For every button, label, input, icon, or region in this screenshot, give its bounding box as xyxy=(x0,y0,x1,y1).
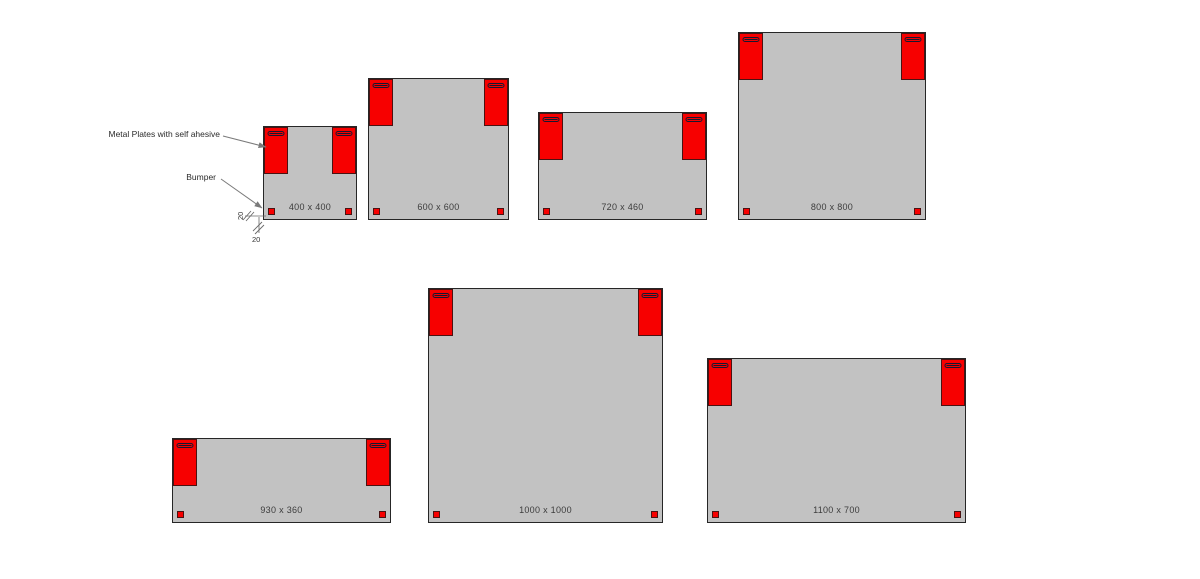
plate-slot-icon xyxy=(711,363,729,368)
plate-slot-icon xyxy=(176,443,194,448)
dim-label-vertical: 20 xyxy=(236,212,245,220)
panel-600x600: 600 x 600 xyxy=(368,78,509,220)
panel-size-label: 1100 x 700 xyxy=(813,505,860,515)
panel-400x400: 400 x 400 xyxy=(263,126,357,220)
dim-tick-marks xyxy=(252,221,265,235)
metal-plate-icon xyxy=(941,359,965,406)
panel-size-label: 720 x 460 xyxy=(601,202,644,212)
plate-slot-icon xyxy=(685,117,703,122)
metal-plate-icon xyxy=(484,79,508,126)
panel-size-label: 800 x 800 xyxy=(810,202,854,212)
metal-plate-icon xyxy=(429,289,453,336)
plate-slot-icon xyxy=(641,293,659,298)
panel-800x800: 800 x 800 xyxy=(738,32,926,220)
metal-plates-leader-line xyxy=(222,135,267,149)
bumper-callout-label: Bumper xyxy=(186,172,216,182)
bumper-icon xyxy=(914,208,921,215)
bumper-icon xyxy=(433,511,440,518)
plate-slot-icon xyxy=(372,83,390,88)
plate-slot-icon xyxy=(742,37,760,42)
panel-1000x1000: 1000 x 1000 xyxy=(428,288,663,523)
bumper-icon xyxy=(712,511,719,518)
panel-size-label: 1000 x 1000 xyxy=(519,505,572,515)
panel-size-label: 600 x 600 xyxy=(417,202,460,212)
panel-930x360: 930 x 360 xyxy=(172,438,391,523)
metal-plate-icon xyxy=(539,113,563,160)
bumper-icon xyxy=(379,511,386,518)
plate-slot-icon xyxy=(487,83,505,88)
metal-plate-icon xyxy=(369,79,393,126)
plate-slot-icon xyxy=(904,37,922,42)
bumper-icon xyxy=(345,208,352,215)
metal-plate-icon xyxy=(708,359,732,406)
panel-720x460: 720 x 460 xyxy=(538,112,707,220)
metal-plate-icon xyxy=(173,439,197,486)
metal-plate-icon xyxy=(682,113,706,160)
metal-plate-icon xyxy=(739,33,763,80)
metal-plate-icon xyxy=(366,439,390,486)
bumper-icon xyxy=(177,511,184,518)
bumper-leader-line xyxy=(220,178,263,209)
plate-slot-icon xyxy=(944,363,962,368)
plate-slot-icon xyxy=(542,117,560,122)
plate-slot-icon xyxy=(369,443,387,448)
panel-1100x700: 1100 x 700 xyxy=(707,358,966,523)
bumper-icon xyxy=(373,208,380,215)
bumper-icon xyxy=(497,208,504,215)
bumper-icon xyxy=(651,511,658,518)
bumper-icon xyxy=(268,208,275,215)
plate-slot-icon xyxy=(335,131,353,136)
bumper-icon xyxy=(743,208,750,215)
metal-plate-icon xyxy=(264,127,288,174)
bumper-icon xyxy=(543,208,550,215)
bumper-icon xyxy=(695,208,702,215)
dim-label-horizontal: 20 xyxy=(252,235,260,244)
panel-size-label: 930 x 360 xyxy=(260,505,303,515)
metal-plate-icon xyxy=(901,33,925,80)
metal-plate-icon xyxy=(332,127,356,174)
dim-tick-marks xyxy=(242,210,255,222)
bumper-icon xyxy=(954,511,961,518)
plate-slot-icon xyxy=(432,293,450,298)
metal-plate-icon xyxy=(638,289,662,336)
panel-size-label: 400 x 400 xyxy=(288,202,332,212)
plate-slot-icon xyxy=(267,131,285,136)
metal-plates-callout-label: Metal Plates with self ahesive xyxy=(108,129,221,139)
